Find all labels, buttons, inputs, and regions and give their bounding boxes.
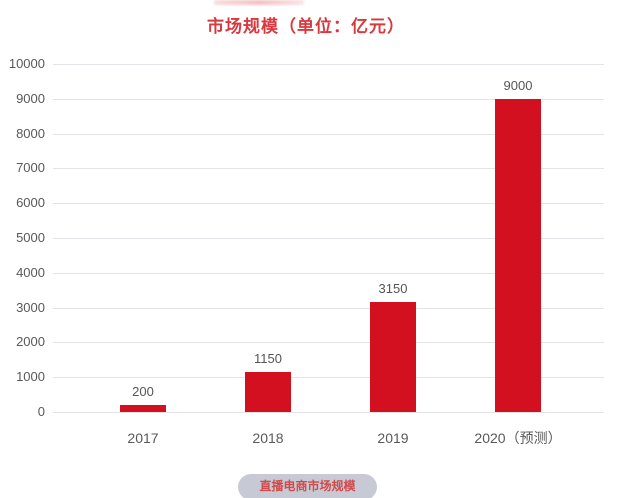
gridline — [53, 308, 604, 309]
x-axis-tick-label: 2020（预测） — [474, 430, 562, 446]
gridline — [53, 64, 604, 65]
bar-2018 — [245, 372, 291, 412]
gridline — [53, 412, 604, 413]
y-axis-tick-label: 5000 — [16, 230, 45, 245]
x-axis-tick-label: 2019 — [377, 430, 409, 446]
plot-area — [53, 64, 604, 413]
cropped-red-text-remnant — [214, 0, 304, 5]
bar-2019 — [370, 302, 416, 412]
gridline — [53, 273, 604, 274]
gridline — [53, 238, 604, 239]
gridline — [53, 203, 604, 204]
x-axis-tick-label: 2018 — [252, 430, 284, 446]
gridline — [53, 377, 604, 378]
y-axis-tick-label: 4000 — [16, 265, 45, 280]
gridline — [53, 168, 604, 169]
gridline — [53, 342, 604, 343]
gridline — [53, 99, 604, 100]
chart-title: 市场规模（单位：亿元） — [207, 17, 405, 36]
bar-value-label: 9000 — [503, 78, 533, 93]
y-axis-tick-label: 1000 — [16, 369, 45, 384]
bar-2017 — [120, 405, 166, 412]
bar-value-label: 200 — [132, 384, 154, 399]
y-axis-tick-label: 3000 — [16, 300, 45, 315]
y-axis-tick-label: 10000 — [8, 56, 45, 71]
x-axis-tick-label: 2017 — [127, 430, 159, 446]
footer-badge: 直播电商市场规模 — [238, 474, 377, 498]
bar-value-label: 1150 — [254, 351, 282, 366]
y-axis-tick-label: 9000 — [16, 91, 45, 106]
y-axis-tick-label: 2000 — [16, 334, 45, 349]
y-axis-tick-label: 8000 — [16, 126, 45, 141]
y-axis-tick-label: 7000 — [16, 160, 45, 175]
bar-value-label: 3150 — [378, 281, 408, 296]
y-axis-tick-label: 0 — [37, 404, 45, 419]
bar-2020（预测） — [495, 99, 541, 412]
y-axis-tick-label: 6000 — [16, 195, 45, 210]
gridline — [53, 134, 604, 135]
